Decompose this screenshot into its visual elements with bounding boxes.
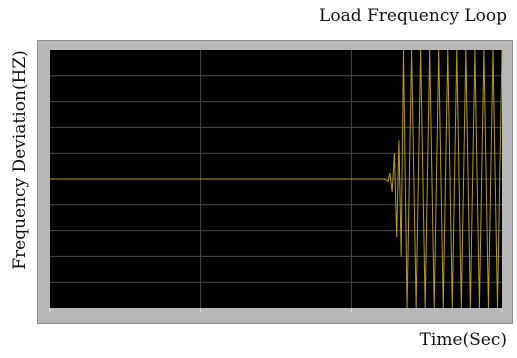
scope-frame (37, 40, 513, 324)
chart-title: Load Frequency Loop (319, 6, 507, 26)
axis-ticks (49, 309, 503, 312)
plot-area (49, 49, 503, 312)
x-axis-label: Time(Sec) (419, 330, 507, 350)
grid-lines (50, 50, 502, 308)
y-axis-label: Frequency Deviation(HZ) (10, 50, 30, 270)
frequency-deviation-trace (50, 49, 503, 309)
